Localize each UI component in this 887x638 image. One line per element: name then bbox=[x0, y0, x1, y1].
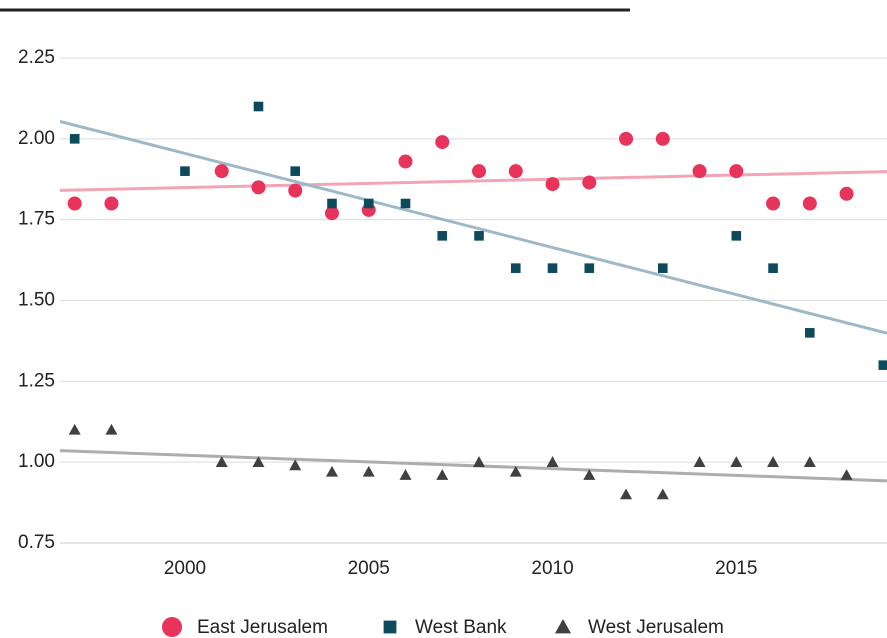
point bbox=[288, 183, 303, 198]
y-tick-label: 1.50 bbox=[18, 290, 55, 311]
point bbox=[693, 456, 706, 467]
point bbox=[692, 164, 707, 179]
point bbox=[253, 101, 264, 112]
point bbox=[655, 131, 670, 146]
point bbox=[547, 263, 558, 273]
legend-label: West Bank bbox=[415, 617, 507, 638]
point bbox=[657, 263, 668, 273]
legend-label: West Jerusalem bbox=[588, 617, 724, 638]
point bbox=[508, 164, 523, 179]
point bbox=[215, 456, 228, 467]
point bbox=[437, 231, 448, 241]
y-tick-label: 1.00 bbox=[18, 451, 55, 472]
point bbox=[362, 465, 375, 477]
point bbox=[327, 198, 337, 209]
y-tick-label: 1.25 bbox=[18, 370, 55, 391]
point bbox=[582, 175, 597, 190]
point bbox=[768, 263, 778, 273]
point bbox=[214, 164, 229, 179]
point bbox=[583, 469, 596, 480]
trend-line bbox=[60, 449, 887, 483]
point bbox=[619, 131, 634, 146]
trend-line bbox=[60, 170, 887, 192]
point bbox=[69, 134, 80, 144]
point bbox=[325, 465, 338, 477]
point bbox=[474, 231, 484, 241]
point bbox=[546, 456, 559, 467]
point bbox=[878, 360, 887, 370]
point bbox=[802, 196, 817, 211]
x-tick-label: 2000 bbox=[164, 558, 206, 579]
y-tick-label: 2.00 bbox=[18, 128, 55, 149]
legend-marker bbox=[162, 617, 182, 637]
trend-line bbox=[60, 119, 887, 335]
point bbox=[729, 164, 744, 179]
point bbox=[840, 469, 853, 480]
legend-label: East Jerusalem bbox=[197, 617, 328, 638]
point bbox=[656, 488, 669, 500]
y-tick-label: 2.25 bbox=[18, 47, 55, 68]
x-tick-label: 2010 bbox=[531, 558, 573, 579]
point bbox=[398, 154, 413, 169]
point bbox=[399, 469, 412, 480]
point bbox=[105, 423, 118, 435]
y-tick-label: 0.75 bbox=[18, 532, 55, 553]
point bbox=[509, 465, 522, 477]
point bbox=[400, 198, 411, 209]
point bbox=[290, 166, 301, 176]
point bbox=[584, 263, 595, 273]
point bbox=[767, 456, 780, 467]
point bbox=[620, 488, 633, 500]
point bbox=[510, 263, 521, 273]
point bbox=[104, 196, 119, 211]
point bbox=[435, 135, 450, 150]
point bbox=[730, 456, 743, 467]
point bbox=[472, 164, 487, 179]
x-tick-label: 2005 bbox=[348, 558, 390, 579]
point bbox=[324, 206, 339, 221]
x-tick-label: 2015 bbox=[715, 558, 757, 579]
point bbox=[839, 186, 854, 201]
point bbox=[766, 196, 781, 211]
point bbox=[180, 166, 190, 176]
point bbox=[67, 196, 82, 211]
y-tick-label: 1.75 bbox=[18, 209, 55, 230]
point bbox=[731, 231, 742, 241]
point bbox=[805, 328, 815, 338]
point bbox=[251, 180, 266, 195]
point bbox=[473, 456, 486, 467]
legend-marker bbox=[383, 620, 397, 634]
point bbox=[68, 423, 81, 435]
point bbox=[363, 198, 374, 209]
point bbox=[289, 459, 302, 471]
point bbox=[803, 456, 816, 467]
legend-marker bbox=[555, 619, 571, 634]
point bbox=[436, 469, 449, 480]
point bbox=[545, 177, 560, 192]
point bbox=[252, 456, 265, 467]
